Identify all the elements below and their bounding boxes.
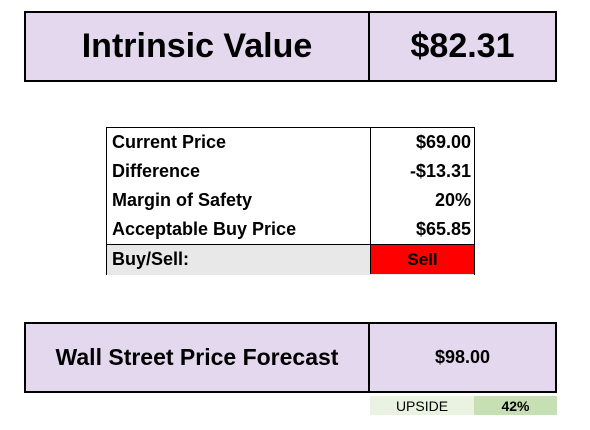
- buy-sell-label[interactable]: Buy/Sell:: [107, 245, 371, 274]
- upside-label[interactable]: UPSIDE: [370, 396, 474, 415]
- valuation-table: Current Price $69.00 Difference -$13.31 …: [106, 127, 475, 275]
- acceptable-buy-price-label[interactable]: Acceptable Buy Price: [107, 215, 371, 244]
- current-price-value[interactable]: $69.00: [415, 132, 471, 152]
- intrinsic-value-cell[interactable]: $82.31: [410, 27, 515, 65]
- current-price-label[interactable]: Current Price: [107, 128, 371, 157]
- upside-value[interactable]: 42%: [474, 396, 557, 415]
- buy-sell-row: Buy/Sell: Sell: [107, 244, 474, 275]
- margin-of-safety-label[interactable]: Margin of Safety: [107, 186, 371, 215]
- buy-sell-signal[interactable]: Sell: [371, 245, 474, 274]
- difference-value[interactable]: -$13.31: [409, 161, 471, 181]
- intrinsic-value-label[interactable]: Intrinsic Value: [26, 13, 370, 80]
- table-row: Difference -$13.31: [107, 157, 474, 186]
- wall-street-forecast-value[interactable]: $98.00: [434, 347, 491, 367]
- difference-label[interactable]: Difference: [107, 157, 371, 186]
- acceptable-buy-price-value[interactable]: $65.85: [415, 219, 471, 239]
- wall-street-forecast-box: Wall Street Price Forecast $98.00: [24, 322, 557, 393]
- table-row: Margin of Safety 20%: [107, 186, 474, 215]
- intrinsic-value-box: Intrinsic Value $82.31: [24, 11, 557, 82]
- table-row: Current Price $69.00: [107, 128, 474, 157]
- margin-of-safety-value[interactable]: 20%: [434, 190, 471, 210]
- table-row: Acceptable Buy Price $65.85: [107, 215, 474, 244]
- wall-street-forecast-label[interactable]: Wall Street Price Forecast: [26, 324, 370, 391]
